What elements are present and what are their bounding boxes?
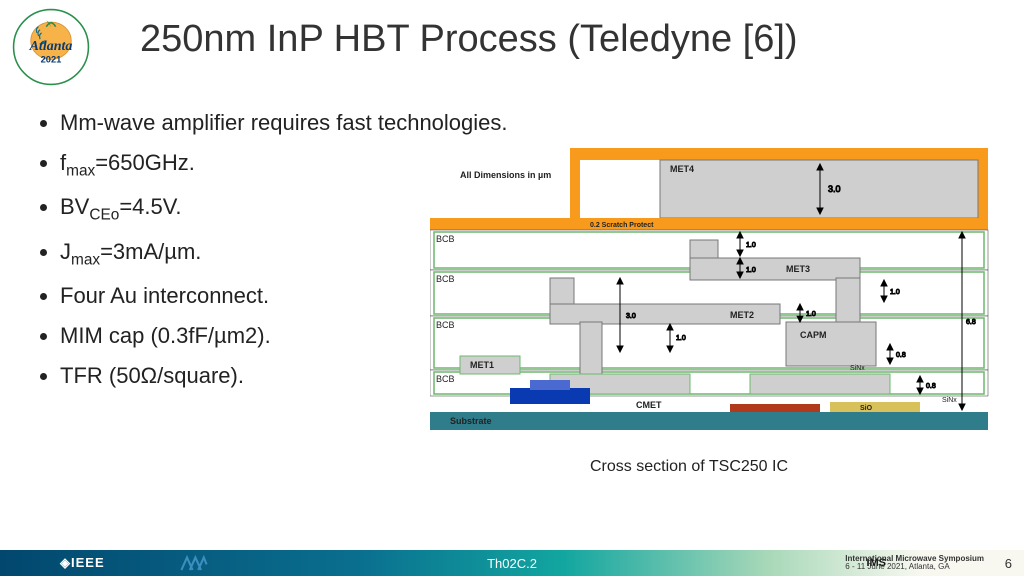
svg-text:BCB: BCB [436,234,455,244]
mtts-logo-icon [180,554,208,572]
svg-text:SiO: SiO [860,405,873,412]
svg-text:BCB: BCB [436,274,455,284]
svg-text:Substrate: Substrate [450,416,492,426]
svg-text:1.0: 1.0 [746,242,756,249]
session-code: Th02C.2 [487,556,537,571]
cross-section-diagram: All Dimensions in µm MET4 0.2 Scratch Pr… [430,148,990,446]
svg-text:BCB: BCB [436,374,455,384]
svg-text:CAPM: CAPM [800,330,827,340]
ieee-logo: ◈IEEE [60,555,105,571]
diagram-caption: Cross section of TSC250 IC [590,458,788,476]
svg-text:1.0: 1.0 [676,335,686,342]
event-logo-icon: Atlanta 2021 [12,8,90,86]
svg-text:1.0: 1.0 [746,267,756,274]
svg-text:0.8: 0.8 [926,383,936,390]
svg-text:6.8: 6.8 [966,319,976,326]
svg-text:CMET: CMET [636,400,662,410]
svg-text:MET3: MET3 [786,264,810,274]
page-number: 6 [1005,556,1012,571]
svg-text:1.0: 1.0 [806,311,816,318]
svg-text:SiNx: SiNx [942,397,957,404]
svg-text:0.2 Scratch Protect: 0.2 Scratch Protect [590,222,654,229]
svg-text:Atlanta: Atlanta [29,38,73,54]
svg-text:3.0: 3.0 [828,184,841,194]
conference-info: International Microwave Symposium 6 - 11… [845,555,984,571]
slide-title: 250nm InP HBT Process (Teledyne [6]) [140,18,798,61]
svg-text:2021: 2021 [41,55,62,65]
svg-text:MET2: MET2 [730,310,754,320]
bullet-item: Mm-wave amplifier requires fast technolo… [60,110,508,136]
svg-text:All Dimensions in µm: All Dimensions in µm [460,170,551,180]
svg-text:MET4: MET4 [670,164,694,174]
footer-bar: ◈IEEE Th02C.2 IMS International Microwav… [0,550,1024,576]
svg-text:BCB: BCB [436,320,455,330]
svg-text:SiNx: SiNx [850,365,865,372]
svg-text:0.8: 0.8 [896,352,906,359]
svg-text:MET1: MET1 [470,360,494,370]
svg-text:3.0: 3.0 [626,313,636,320]
svg-text:1.0: 1.0 [890,289,900,296]
